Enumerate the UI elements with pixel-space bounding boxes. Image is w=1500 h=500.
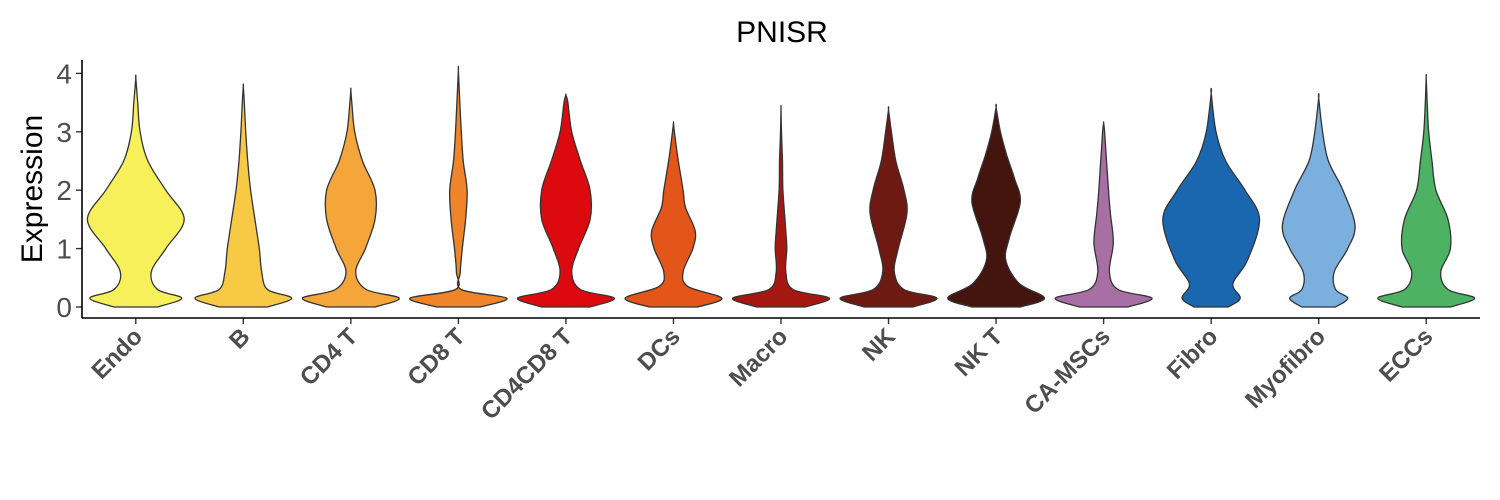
violin-eccs: [1377, 73, 1476, 308]
violin-nk: [839, 106, 938, 308]
x-tick-label-nk-t: NK T: [950, 323, 1009, 382]
x-tick-label-nk: NK: [857, 323, 901, 367]
x-tick-label-ca-mscs: CA-MSCs: [1019, 323, 1115, 419]
x-tick-label-cd8-t: CD8 T: [403, 323, 471, 391]
y-tick-label: 2: [56, 175, 72, 206]
violin-cd4-t: [301, 87, 400, 308]
violins-group: [86, 65, 1476, 308]
violin-myofibro: [1281, 93, 1356, 308]
x-tick-label-dcs: DCs: [633, 323, 686, 376]
violin-b: [194, 83, 293, 308]
x-tick-label-myofibro: Myofibro: [1240, 323, 1331, 414]
y-tick-label: 0: [56, 292, 72, 323]
x-tick-label-cd4-t: CD4 T: [295, 323, 363, 391]
x-tick-label-fibro: Fibro: [1162, 323, 1224, 385]
violin-macro: [731, 104, 831, 308]
violin-ca-mscs: [1054, 121, 1153, 308]
violin-nk-t: [947, 103, 1046, 308]
y-tick-label: 3: [56, 117, 72, 148]
x-tick-label-eccs: ECCs: [1374, 323, 1438, 387]
x-tick-label-cd4cd8-t: CD4CD8 T: [476, 323, 578, 425]
violin-dcs: [624, 121, 723, 308]
x-tick-label-macro: Macro: [724, 323, 793, 392]
y-axis-label: Expression: [16, 115, 49, 263]
violin-fibro: [1162, 87, 1261, 308]
y-tick-label: 1: [56, 234, 72, 265]
x-ticks-group: Endo B CD4 T CD8 T CD4CD8 T DCs Macro NK NK T CA-…: [86, 318, 1438, 425]
y-ticks-group: 0 1 2 3 4: [56, 58, 82, 323]
violin-endo: [86, 74, 185, 308]
x-tick-label-endo: Endo: [86, 323, 148, 385]
chart-title: PNISR: [736, 16, 828, 49]
violin-cd8-t: [409, 65, 508, 308]
y-tick-label: 4: [56, 58, 72, 89]
violin-cd4cd8-t: [516, 93, 615, 308]
x-tick-label-b: B: [224, 323, 255, 354]
